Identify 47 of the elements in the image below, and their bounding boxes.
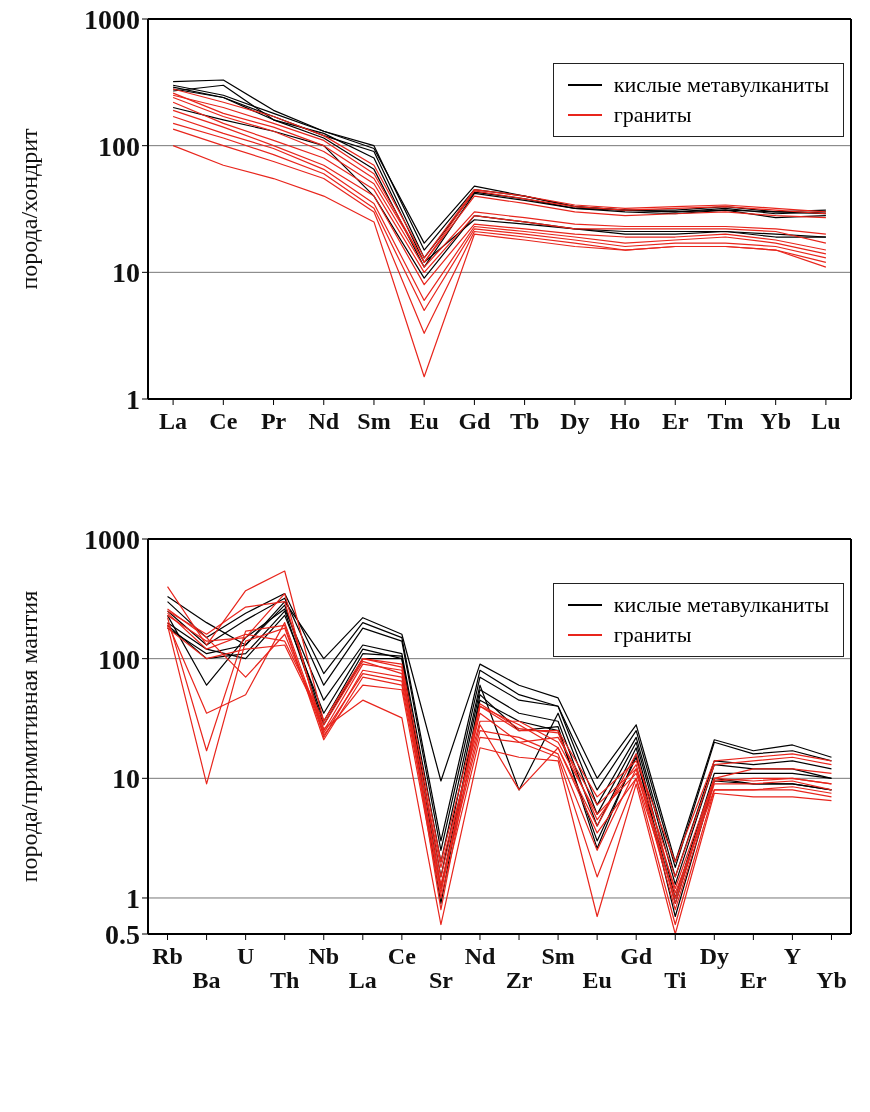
x-tick-label: Ba — [192, 967, 221, 993]
x-tick-label: Er — [661, 408, 689, 434]
x-tick-label: Eu — [409, 408, 439, 434]
x-tick-label: Yb — [816, 967, 847, 993]
legend-label: кислые метавулканиты — [613, 71, 829, 99]
x-tick-label: Dy — [560, 408, 590, 434]
x-tick-label: Ce — [209, 408, 238, 434]
x-tick-label: Y — [783, 943, 802, 969]
legend-label: кислые метавулканиты — [613, 591, 829, 619]
x-tick-label: Nb — [308, 943, 340, 969]
x-tick-label: Lu — [811, 408, 841, 434]
x-tick-label: Tb — [509, 408, 540, 434]
y-tick-label: 100 — [98, 643, 140, 675]
y-tick-label: 10 — [112, 257, 140, 289]
x-tick-label: Dy — [699, 943, 729, 969]
x-tick-label: La — [159, 408, 188, 434]
x-tick-label: Ce — [387, 943, 417, 969]
x-tick-label: La — [348, 967, 377, 993]
x-tick-label: Ho — [609, 408, 641, 434]
x-tick-label: U — [236, 943, 255, 969]
legend-label: граниты — [613, 101, 692, 129]
x-tick-label: Tm — [707, 408, 744, 434]
x-tick-label: Ti — [664, 967, 687, 993]
x-tick-label: Gd — [458, 408, 492, 434]
y-axis-title: порода/примитивная мантия — [15, 590, 42, 883]
x-tick-label: Sr — [428, 967, 454, 993]
y-tick-label: 1 — [126, 383, 140, 415]
y-tick-label: 1 — [126, 882, 140, 914]
x-tick-label: Er — [740, 967, 768, 993]
y-tick-label: 10 — [112, 763, 140, 795]
x-tick-label: Yb — [760, 408, 792, 434]
y-tick-label: 100 — [98, 130, 140, 162]
x-tick-label: Gd — [620, 943, 653, 969]
x-tick-label: Nd — [464, 943, 496, 969]
x-tick-label: Sm — [357, 408, 391, 434]
x-tick-label: Th — [270, 967, 300, 993]
x-tick-label: Nd — [308, 408, 340, 434]
x-tick-label: Pr — [260, 408, 287, 434]
legend-label: граниты — [613, 621, 692, 649]
y-tick-label: 1000 — [84, 523, 140, 555]
x-tick-label: Rb — [152, 943, 183, 969]
y-axis-title: порода/хондрит — [15, 127, 42, 290]
x-tick-label: Sm — [541, 943, 575, 969]
x-tick-label: Zr — [505, 967, 533, 993]
y-tick-label: 0.5 — [105, 918, 140, 950]
y-tick-label: 1000 — [84, 3, 140, 35]
x-tick-label: Eu — [582, 967, 612, 993]
